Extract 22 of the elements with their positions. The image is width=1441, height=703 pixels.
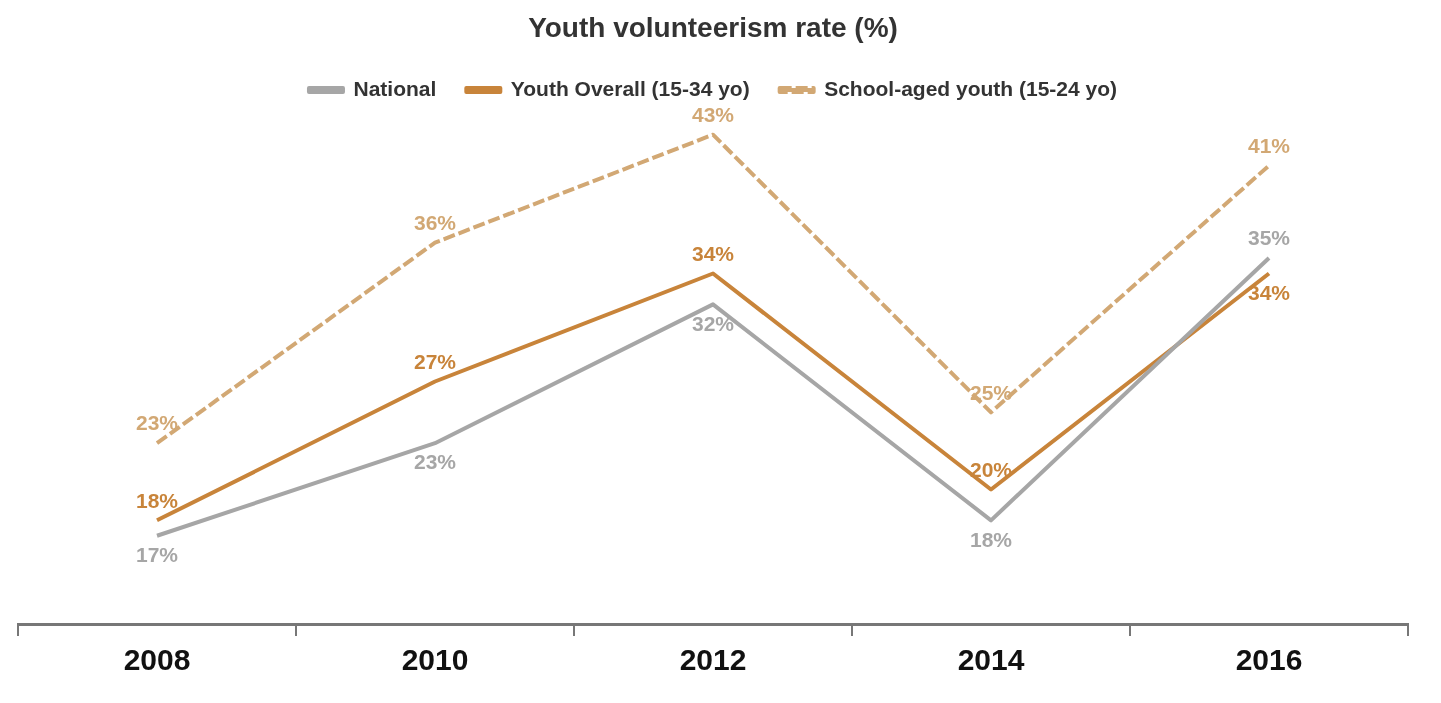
data-label: 36%: [413, 210, 457, 234]
data-label: 18%: [969, 527, 1013, 551]
chart-title: Youth volunteerism rate (%): [528, 11, 898, 43]
data-label: 32%: [691, 311, 735, 335]
data-label: 18%: [135, 488, 179, 512]
legend-label: School-aged youth (15-24 yo): [824, 76, 1118, 100]
x-tick-label: 2012: [679, 643, 747, 677]
data-label: 35%: [1247, 226, 1291, 250]
legend-label: National: [353, 76, 437, 100]
legend-label: Youth Overall (15-34 yo): [510, 76, 750, 100]
x-tick-label: 2008: [123, 643, 191, 677]
x-tick-label: 2014: [957, 643, 1025, 677]
data-label: 43%: [691, 102, 735, 126]
data-label: 41%: [1247, 133, 1291, 157]
data-label: 23%: [135, 411, 179, 435]
x-tick-label: 2010: [401, 643, 469, 677]
x-tick-label: 2016: [1235, 643, 1303, 677]
data-label: 23%: [413, 450, 457, 474]
data-label: 27%: [413, 349, 457, 373]
data-label: 34%: [691, 241, 735, 265]
data-label: 34%: [1247, 280, 1291, 304]
data-label: 17%: [135, 543, 179, 567]
